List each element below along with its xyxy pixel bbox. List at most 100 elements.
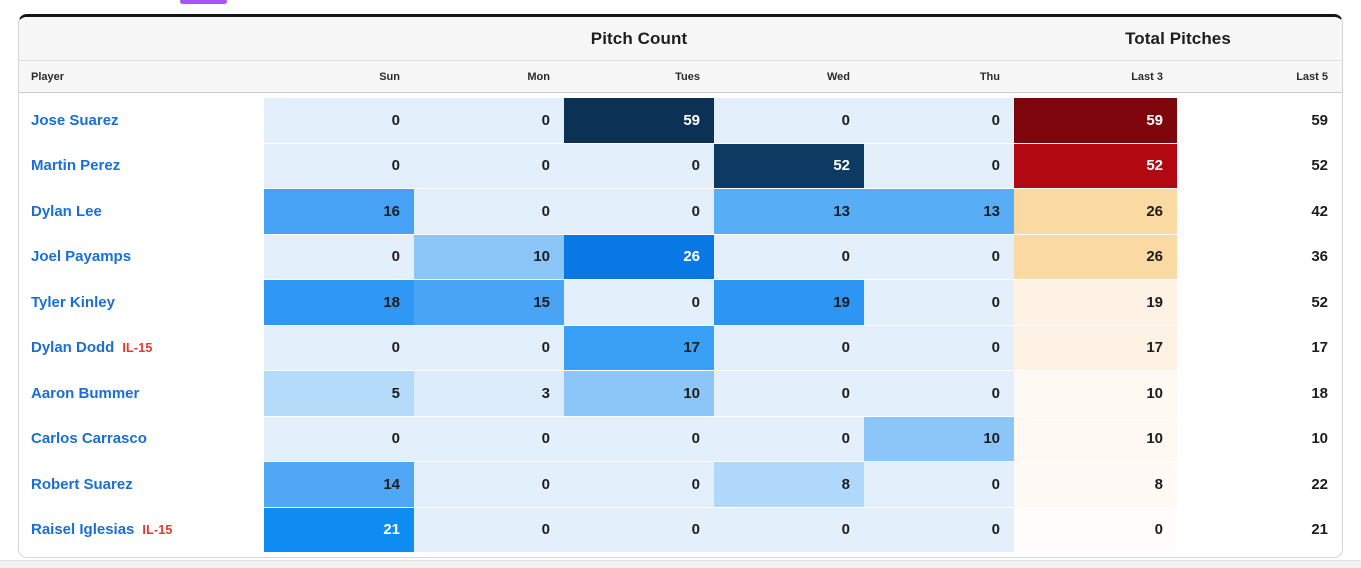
- il-badge: IL-15: [122, 340, 153, 355]
- table-row: Joel Payamps 0 10 26 0 0 26 36: [19, 233, 1342, 279]
- last3-cell: 26: [1014, 189, 1177, 234]
- player-cell: Aaron Bummer: [19, 371, 264, 416]
- player-name-link[interactable]: Jose Suarez: [31, 111, 119, 129]
- table-row: Martin Perez 0 0 0 52 0 52 52: [19, 142, 1342, 189]
- pitch-count-cell-wed: 19: [714, 280, 864, 325]
- pitch-count-cell-tues: 17: [564, 325, 714, 370]
- last3-cell: 59: [1014, 98, 1177, 143]
- pitch-count-cell-mon: 10: [414, 234, 564, 279]
- pitch-count-cell-sun: 5: [264, 371, 414, 416]
- pitch-count-cell-sun: 0: [264, 234, 414, 279]
- table-row: Raisel Iglesias IL-15 21 0 0 0 0 0 21: [19, 506, 1342, 553]
- table-row: Jose Suarez 0 0 59 0 0 59 59: [19, 97, 1342, 143]
- last5-cell: 36: [1311, 248, 1328, 266]
- column-header-player: Player: [31, 70, 65, 83]
- player-name-link[interactable]: Dylan Dodd: [31, 339, 115, 357]
- pitch-count-cell-mon: 15: [414, 280, 564, 325]
- pitch-count-cell-mon: 3: [414, 371, 564, 416]
- il-badge: IL-15: [142, 522, 173, 537]
- pitch-count-table-card: Pitch Count Total Pitches Player Sun Mon…: [18, 14, 1343, 558]
- pitch-count-cell-sun: 18: [264, 280, 414, 325]
- last5-cell: 22: [1311, 475, 1328, 493]
- pitch-count-cell-mon: 0: [414, 325, 564, 370]
- pitch-count-cell-wed: 8: [714, 462, 864, 507]
- pitch-count-cell-tues: 0: [564, 189, 714, 234]
- player-cell: Dylan Dodd IL-15: [19, 326, 264, 371]
- pitch-count-cell-thu: 0: [864, 507, 1014, 552]
- last5-cell: 18: [1311, 384, 1328, 402]
- group-header-total-pitches: Total Pitches: [1125, 28, 1231, 48]
- player-name-link[interactable]: Dylan Lee: [31, 202, 102, 220]
- pitch-count-cell-tues: 0: [564, 280, 714, 325]
- last3-cell: 0: [1014, 507, 1177, 552]
- player-name-link[interactable]: Tyler Kinley: [31, 293, 115, 311]
- pitch-count-cell-sun: 21: [264, 507, 414, 552]
- last5-cell: 10: [1311, 430, 1328, 448]
- pitch-count-cell-wed: 0: [714, 234, 864, 279]
- pitch-count-cell-mon: 0: [414, 416, 564, 461]
- player-cell: Jose Suarez: [19, 98, 264, 143]
- pitch-count-cell-sun: 16: [264, 189, 414, 234]
- player-name-link[interactable]: Robert Suarez: [31, 475, 133, 493]
- last3-cell: 26: [1014, 234, 1177, 279]
- pitch-count-cell-thu: 0: [864, 280, 1014, 325]
- pitch-count-cell-thu: 0: [864, 462, 1014, 507]
- pitch-count-cell-sun: 14: [264, 462, 414, 507]
- pitch-count-cell-mon: 0: [414, 189, 564, 234]
- player-name-link[interactable]: Martin Perez: [31, 157, 121, 175]
- player-cell: Raisel Iglesias IL-15: [19, 508, 264, 553]
- pitch-count-cell-sun: 0: [264, 98, 414, 143]
- pitch-count-cell-thu: 0: [864, 143, 1014, 188]
- column-header-mon: Mon: [527, 70, 550, 83]
- player-cell: Tyler Kinley: [19, 280, 264, 325]
- last3-cell: 10: [1014, 371, 1177, 416]
- table-row: Carlos Carrasco 0 0 0 0 10 10 10: [19, 415, 1342, 462]
- last3-cell: 19: [1014, 280, 1177, 325]
- pitch-count-cell-tues: 0: [564, 143, 714, 188]
- table-row: Dylan Dodd IL-15 0 0 17 0 0 17 17: [19, 324, 1342, 371]
- pitch-count-cell-sun: 0: [264, 143, 414, 188]
- pitch-count-cell-sun: 0: [264, 325, 414, 370]
- pitch-count-cell-tues: 0: [564, 507, 714, 552]
- column-header-tues: Tues: [675, 70, 700, 83]
- player-cell: Robert Suarez: [19, 462, 264, 507]
- group-header-pitch-count: Pitch Count: [590, 28, 688, 48]
- pitch-count-cell-tues: 0: [564, 416, 714, 461]
- table-row: Dylan Lee 16 0 0 13 13 26 42: [19, 188, 1342, 234]
- player-name-link[interactable]: Carlos Carrasco: [31, 430, 147, 448]
- last5-cell: 59: [1311, 111, 1328, 129]
- active-tab-indicator: [180, 0, 227, 4]
- pitch-count-cell-tues: 59: [564, 98, 714, 143]
- pitch-count-cell-tues: 0: [564, 462, 714, 507]
- column-header-row: Player Sun Mon Tues Wed Thu Last 3 Last …: [19, 61, 1342, 93]
- last3-cell: 52: [1014, 143, 1177, 188]
- last5-cell: 21: [1311, 521, 1328, 539]
- horizontal-scrollbar-track[interactable]: [0, 560, 1361, 568]
- player-name-link[interactable]: Aaron Bummer: [31, 384, 140, 402]
- pitch-count-cell-wed: 52: [714, 143, 864, 188]
- column-header-wed: Wed: [826, 70, 850, 83]
- player-name-link[interactable]: Joel Payamps: [31, 248, 132, 266]
- pitch-count-cell-sun: 0: [264, 416, 414, 461]
- last5-cell: 52: [1311, 157, 1328, 175]
- player-name-link[interactable]: Raisel Iglesias: [31, 521, 135, 539]
- pitch-count-cell-thu: 13: [864, 189, 1014, 234]
- last3-cell: 10: [1014, 416, 1177, 461]
- player-cell: Martin Perez: [19, 144, 264, 189]
- pitch-count-cell-tues: 10: [564, 371, 714, 416]
- table-row: Robert Suarez 14 0 0 8 0 8 22: [19, 461, 1342, 507]
- last3-cell: 8: [1014, 462, 1177, 507]
- pitch-count-cell-thu: 0: [864, 325, 1014, 370]
- pitch-count-cell-wed: 0: [714, 507, 864, 552]
- column-header-sun: Sun: [379, 70, 400, 83]
- pitch-count-cell-wed: 0: [714, 325, 864, 370]
- group-header-row: Pitch Count Total Pitches: [19, 17, 1342, 61]
- pitch-count-cell-thu: 0: [864, 234, 1014, 279]
- pitch-count-cell-wed: 13: [714, 189, 864, 234]
- last5-cell: 42: [1311, 202, 1328, 220]
- pitch-count-cell-wed: 0: [714, 371, 864, 416]
- player-cell: Carlos Carrasco: [19, 417, 264, 462]
- table-row: Aaron Bummer 5 3 10 0 0 10 18: [19, 370, 1342, 416]
- column-header-last3: Last 3: [1131, 70, 1163, 83]
